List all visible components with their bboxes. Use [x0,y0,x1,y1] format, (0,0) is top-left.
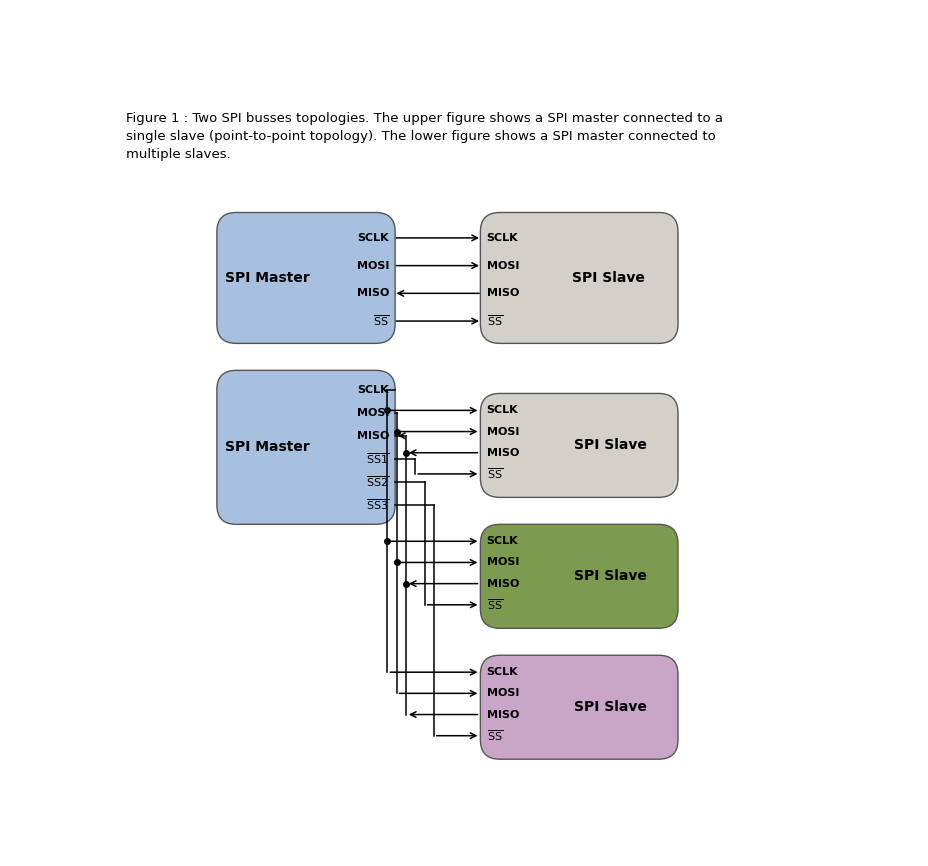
Text: Figure 1 : Two SPI busses topologies. The upper figure shows a SPI master connec: Figure 1 : Two SPI busses topologies. Th… [126,113,722,161]
Text: $\overline{\mathsf{SS}}$: $\overline{\mathsf{SS}}$ [372,313,389,328]
Text: MISO: MISO [486,448,519,458]
Text: $\overline{\mathsf{SS2}}$: $\overline{\mathsf{SS2}}$ [366,475,389,489]
Text: MISO: MISO [356,430,389,441]
Text: MOSI: MOSI [486,427,519,436]
Text: SPI Master: SPI Master [225,440,309,455]
FancyBboxPatch shape [216,212,394,344]
Text: MOSI: MOSI [356,408,389,417]
Text: MISO: MISO [486,709,519,720]
Text: SCLK: SCLK [486,667,518,677]
Text: SPI Slave: SPI Slave [574,569,646,584]
Text: $\overline{\mathsf{SS}}$: $\overline{\mathsf{SS}}$ [486,467,502,481]
Text: SPI Master: SPI Master [225,271,309,285]
Text: MOSI: MOSI [486,261,519,270]
Text: SCLK: SCLK [486,233,518,242]
FancyBboxPatch shape [216,371,394,524]
Text: MISO: MISO [356,288,389,299]
Text: $\overline{\mathsf{SS}}$: $\overline{\mathsf{SS}}$ [486,728,502,743]
Text: $\overline{\mathsf{SS}}$: $\overline{\mathsf{SS}}$ [486,313,502,328]
Text: SCLK: SCLK [486,536,518,546]
FancyBboxPatch shape [480,656,677,759]
Text: $\overline{\mathsf{SS1}}$: $\overline{\mathsf{SS1}}$ [366,451,389,466]
Text: MOSI: MOSI [356,261,389,270]
Text: MISO: MISO [486,288,519,299]
Text: MOSI: MOSI [486,688,519,698]
Text: MOSI: MOSI [486,558,519,567]
Text: SCLK: SCLK [357,233,389,242]
FancyBboxPatch shape [480,212,677,344]
Text: SPI Slave: SPI Slave [574,701,646,714]
Text: SPI Slave: SPI Slave [574,438,646,452]
Text: $\overline{\mathsf{SS3}}$: $\overline{\mathsf{SS3}}$ [366,498,389,513]
FancyBboxPatch shape [480,524,677,629]
Text: SPI Slave: SPI Slave [572,271,644,285]
Text: SCLK: SCLK [486,405,518,416]
Text: MISO: MISO [486,578,519,589]
Text: $\overline{\mathsf{SS}}$: $\overline{\mathsf{SS}}$ [486,598,502,612]
FancyBboxPatch shape [480,393,677,497]
Text: SCLK: SCLK [357,385,389,395]
